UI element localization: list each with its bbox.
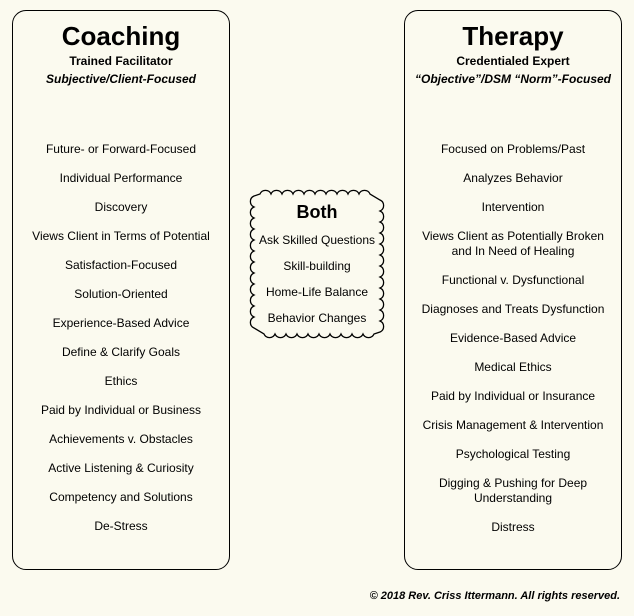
list-item: Evidence-Based Advice [411, 331, 615, 346]
list-item: Behavior Changes [258, 311, 376, 325]
list-item: De-Stress [19, 519, 223, 534]
both-title: Both [258, 202, 376, 223]
list-item: Home-Life Balance [258, 285, 376, 299]
list-item: Solution-Oriented [19, 287, 223, 302]
list-item: Analyzes Behavior [411, 171, 615, 186]
list-item: Competency and Solutions [19, 490, 223, 505]
coaching-column: Coaching Trained Facilitator Subjective/… [12, 10, 230, 570]
footer-copyright: © 2018 Rev. Criss Ittermann. All rights … [370, 590, 620, 602]
therapy-subtitle: Credentialed Expert [411, 54, 615, 68]
list-item: Focused on Problems/Past [411, 142, 615, 157]
list-item: Distress [411, 520, 615, 535]
list-item: Satisfaction-Focused [19, 258, 223, 273]
both-box: Both Ask Skilled Questions Skill-buildin… [248, 188, 386, 343]
coaching-subtitle: Trained Facilitator [19, 54, 223, 68]
list-item: Views Client as Potentially Broken and I… [411, 229, 615, 259]
list-item: Paid by Individual or Insurance [411, 389, 615, 404]
list-item: Functional v. Dysfunctional [411, 273, 615, 288]
list-item: Crisis Management & Intervention [411, 418, 615, 433]
list-item: Psychological Testing [411, 447, 615, 462]
list-item: Views Client in Terms of Potential [19, 229, 223, 244]
list-item: Achievements v. Obstacles [19, 432, 223, 447]
list-item: Paid by Individual or Business [19, 403, 223, 418]
list-item: Ethics [19, 374, 223, 389]
therapy-focus: “Objective”/DSM “Norm”-Focused [411, 72, 615, 86]
list-item: Define & Clarify Goals [19, 345, 223, 360]
list-item: Ask Skilled Questions [258, 233, 376, 247]
therapy-column: Therapy Credentialed Expert “Objective”/… [404, 10, 622, 570]
list-item: Active Listening & Curiosity [19, 461, 223, 476]
list-item: Skill-building [258, 259, 376, 273]
list-item: Intervention [411, 200, 615, 215]
therapy-item-list: Focused on Problems/Past Analyzes Behavi… [411, 142, 615, 535]
coaching-item-list: Future- or Forward-Focused Individual Pe… [19, 142, 223, 534]
therapy-title: Therapy [411, 21, 615, 52]
list-item: Diagnoses and Treats Dysfunction [411, 302, 615, 317]
list-item: Future- or Forward-Focused [19, 142, 223, 157]
list-item: Digging & Pushing for Deep Understanding [411, 476, 615, 506]
list-item: Discovery [19, 200, 223, 215]
coaching-focus: Subjective/Client-Focused [19, 72, 223, 86]
coaching-title: Coaching [19, 21, 223, 52]
list-item: Medical Ethics [411, 360, 615, 375]
both-item-list: Ask Skilled Questions Skill-building Hom… [258, 233, 376, 325]
list-item: Individual Performance [19, 171, 223, 186]
list-item: Experience-Based Advice [19, 316, 223, 331]
